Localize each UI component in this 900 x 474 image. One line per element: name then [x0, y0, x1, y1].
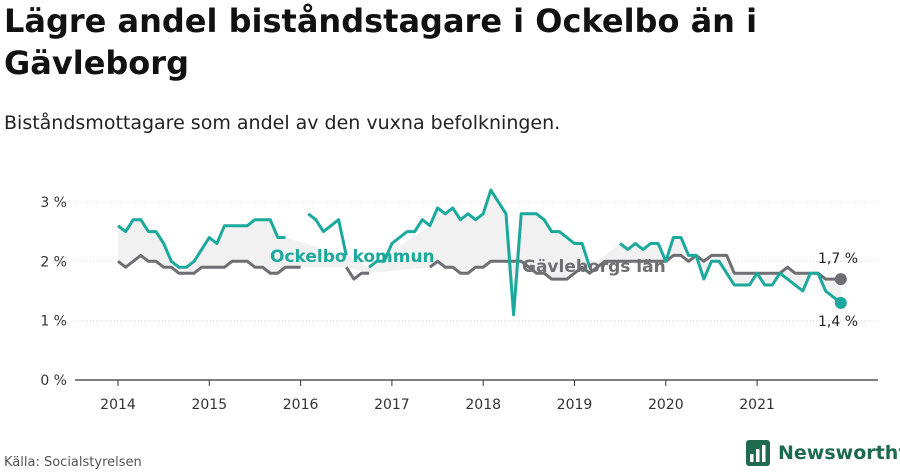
- y-tick-label: 3 %: [40, 195, 67, 211]
- series-label-ockelbo: Ockelbo kommun: [270, 247, 435, 267]
- y-tick-label: 2 %: [40, 254, 67, 270]
- x-tick-label: 2021: [739, 397, 775, 413]
- series-line-ockelbo: [117, 188, 842, 317]
- y-tick-label: 1 %: [40, 314, 67, 330]
- end-label-ockelbo: 1,4 %: [818, 314, 858, 330]
- chart-title: Lägre andel biståndstagare i Ockelbo än …: [4, 2, 758, 82]
- source-note: Källa: Socialstyrelsen: [4, 455, 142, 470]
- x-tick-label: 2017: [374, 397, 410, 413]
- difference-band: [118, 190, 841, 315]
- axes: 2014 2015 2016 2017 2018 2019 2020 2021: [75, 379, 878, 413]
- newsworthy-logo-icon: [746, 440, 770, 466]
- line-chart: 0 % 1 % 2 % 3 % 2014 2015 2016 2017 2018 2019 202…: [40, 188, 878, 413]
- y-tick-label: 0 %: [40, 373, 67, 389]
- x-tick-label: 2020: [648, 397, 684, 413]
- end-point-gavleborg: [834, 273, 847, 286]
- brand: Newsworthy: [746, 440, 900, 466]
- x-tick-label: 2015: [191, 397, 227, 413]
- x-tick-label: 2016: [283, 397, 319, 413]
- chart-subtitle: Biståndsmottagare som andel av den vuxna…: [4, 112, 561, 134]
- end-label-gavleborg: 1,7 %: [818, 251, 858, 267]
- x-tick-label: 2014: [100, 397, 136, 413]
- series-lines: [117, 188, 847, 317]
- brand-name: Newsworthy: [778, 442, 900, 464]
- series-label-gavleborg: Gävleborgs län: [522, 257, 666, 277]
- x-tick-label: 2019: [557, 397, 593, 413]
- grid-lines: 0 % 1 % 2 % 3 %: [40, 195, 878, 389]
- x-tick-label: 2018: [465, 397, 501, 413]
- series-line-gavleborg: [117, 253, 841, 281]
- end-point-ockelbo: [834, 296, 847, 309]
